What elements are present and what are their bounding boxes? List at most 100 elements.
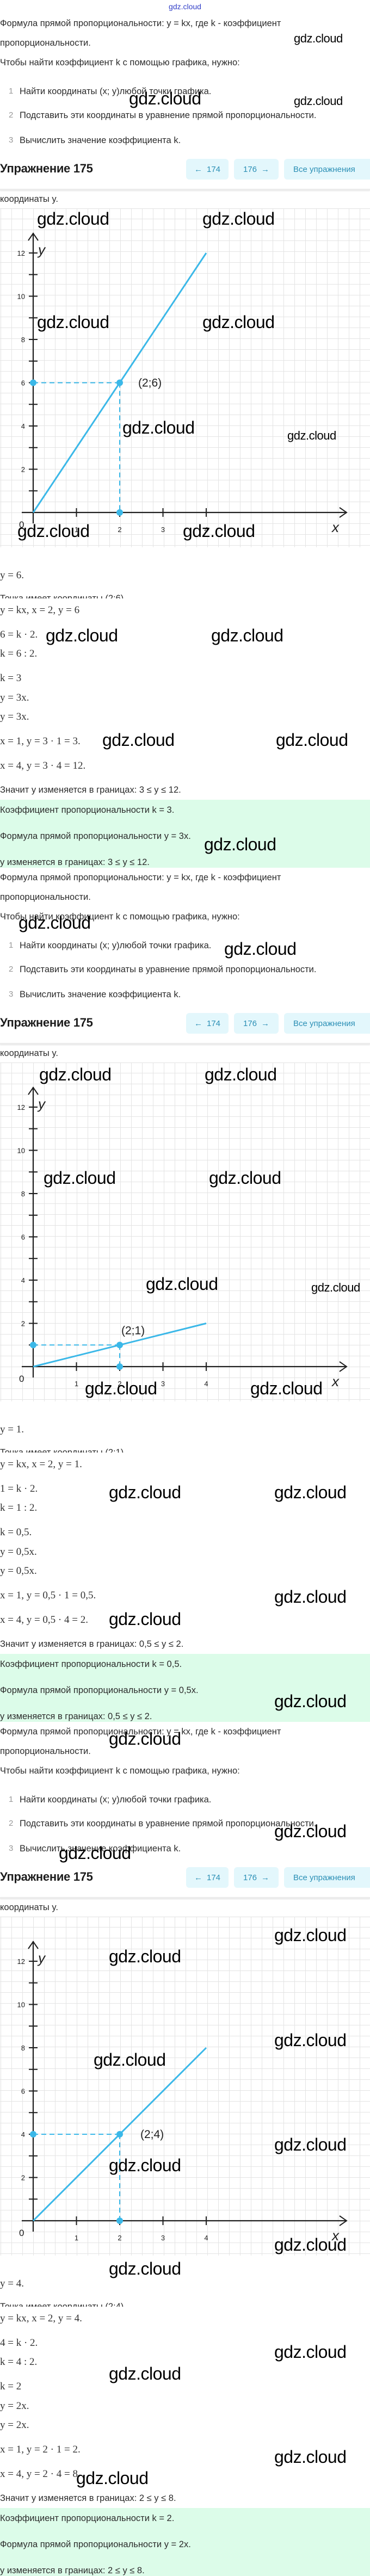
y-axis-label: y <box>37 1096 46 1112</box>
watermark: gdz.cloud <box>37 209 109 228</box>
work-line: y = 0,5x. <box>0 1546 37 1558</box>
list-number: 2 <box>9 110 14 120</box>
work-line: k = 2 <box>0 2381 22 2392</box>
x-tick-label: 1 <box>75 2234 78 2242</box>
x-projection-dot <box>116 2217 123 2224</box>
y-axis-label: y <box>37 242 46 258</box>
y-tick-label: 2 <box>21 1320 25 1328</box>
chart: 2 4 6 8 10 12 1 2 3 4 0 x y (2;4) <box>0 1917 370 2256</box>
answer-line: Формула прямой пропорциональности y = 3x… <box>0 831 191 841</box>
all-exercises-button[interactable]: Все упражнения <box>284 159 370 180</box>
prev-exercise-button[interactable]: ← 174 <box>186 159 229 180</box>
formula-text: Формула прямой пропорциональности: y = k… <box>0 873 281 882</box>
formula-text-cont: пропорциональности. <box>0 1746 91 1756</box>
list-number: 3 <box>9 135 14 145</box>
x-axis-arrow <box>339 507 348 518</box>
watermark: gdz.cloud <box>18 913 91 932</box>
watermark: gdz.cloud <box>274 2135 347 2154</box>
watermark: gdz.cloud <box>109 1482 181 1502</box>
site-link[interactable]: gdz.cloud <box>169 2 201 11</box>
list-number: 2 <box>9 1819 14 1828</box>
list-number: 3 <box>9 990 14 999</box>
x-axis-label: x <box>331 1373 340 1389</box>
answer-line: Формула прямой пропорциональности y = 0,… <box>0 1685 199 1695</box>
watermark: gdz.cloud <box>202 209 275 228</box>
arrow-left-icon: ← <box>194 164 202 174</box>
watermark: gdz.cloud <box>46 626 118 645</box>
all-exercises-button[interactable]: Все упражнения <box>284 1867 370 1888</box>
x-projection-dot <box>116 1363 123 1370</box>
watermark: gdz.cloud <box>250 1379 323 1398</box>
y-tick-label: 4 <box>21 1276 25 1284</box>
y-projection-dot <box>30 2131 36 2138</box>
data-point <box>116 379 123 386</box>
list-item: 1 Найти координаты (x; y)любой точки граф… <box>0 940 370 952</box>
watermark: gdz.cloud <box>209 1168 281 1188</box>
header-divider <box>0 1897 370 1899</box>
prev-label: 174 <box>206 164 221 174</box>
origin-label: 0 <box>19 2228 24 2238</box>
watermark: gdz.cloud <box>205 1065 277 1084</box>
prev-label: 174 <box>206 1873 221 1882</box>
x-axis-arrow <box>339 1361 348 1372</box>
work-line: 4 = k · 2. <box>0 2337 38 2349</box>
next-label: 176 <box>243 1873 257 1882</box>
list-text: Найти координаты (x; y)любой точки графи… <box>20 87 212 96</box>
watermark: gdz.cloud <box>122 418 195 437</box>
watermark: gdz.cloud <box>211 626 283 645</box>
watermark: gdz.cloud <box>76 2468 149 2488</box>
page-title: Упражнение 175 <box>0 1016 93 1029</box>
y-axis-arrow <box>28 1086 39 1095</box>
arrow-left-icon: ← <box>194 1018 202 1028</box>
chart: 2 4 6 8 10 12 1 2 3 4 0 x y (2;1) <box>0 1062 370 1401</box>
header-divider <box>0 189 370 190</box>
list-item: 2 Подставить эти координаты в уравнение п… <box>0 109 370 121</box>
work-line: y = 4. <box>0 2278 24 2289</box>
work-line: x = 1, y = 2 · 1 = 2. <box>0 2444 81 2455</box>
next-exercise-button[interactable]: 176 → <box>234 1867 279 1888</box>
page-title: Упражнение 175 <box>0 162 93 175</box>
prev-exercise-button[interactable]: ← 174 <box>186 1867 229 1888</box>
watermark: gdz.cloud <box>311 1281 360 1294</box>
all-exercises-button[interactable]: Все упражнения <box>284 1013 370 1034</box>
point-label: (2;4) <box>140 2128 164 2141</box>
y-tick-label: 10 <box>17 2001 25 2009</box>
list-item: 2 Подставить эти координаты в уравнение п… <box>0 963 370 975</box>
watermark: gdz.cloud <box>274 1482 347 1502</box>
watermark: gdz.cloud <box>294 94 343 108</box>
next-exercise-button[interactable]: 176 → <box>234 1013 279 1034</box>
next-exercise-button[interactable]: 176 → <box>234 159 279 180</box>
origin-label: 0 <box>19 1374 24 1384</box>
x-axis-arrow <box>339 2215 348 2226</box>
answer-box: Коэффициент пропорциональности k = 2. Фор… <box>0 2508 370 2576</box>
y-tick-label: 6 <box>21 2087 25 2096</box>
work-line: k = 1 : 2. <box>0 1502 38 1514</box>
answer-line: Коэффициент пропорциональности k = 0,5. <box>0 1659 182 1669</box>
data-point <box>116 1342 123 1349</box>
prev-label: 174 <box>206 1018 221 1028</box>
y-tick-label: 12 <box>17 1103 25 1111</box>
clipped-text-content: Точка имеет координаты (2;6) <box>0 594 124 598</box>
y-projection-dot <box>30 379 36 386</box>
list-number: 3 <box>9 1844 14 1853</box>
watermark: gdz.cloud <box>202 312 275 332</box>
y-tick-label: 6 <box>21 379 25 387</box>
watermark: gdz.cloud <box>39 1065 112 1084</box>
x-axis-label: x <box>331 2227 340 2244</box>
point-label: (2;6) <box>138 377 162 390</box>
summary-text: Значит y изменяется в границах: 3 ≤ y ≤ … <box>0 785 181 795</box>
point-label: (2;1) <box>121 1324 145 1337</box>
prev-exercise-button[interactable]: ← 174 <box>186 1013 229 1034</box>
clipped-text-content: Точка имеет координаты (2;1) <box>0 1448 124 1453</box>
origin-label: 0 <box>19 520 24 530</box>
clipped-text-content: Точка имеет координаты (2;4) <box>0 2302 124 2307</box>
watermark: gdz.cloud <box>274 1691 347 1711</box>
watermark: gdz.cloud <box>224 939 297 959</box>
watermark: gdz.cloud <box>204 835 276 854</box>
work-line: x = 4, y = 2 · 4 = 8. <box>0 2468 81 2480</box>
work-line: k = 6 : 2. <box>0 648 38 659</box>
summary-text: Значит y изменяется в границах: 2 ≤ y ≤ … <box>0 2493 176 2503</box>
work-line: y = 3x. <box>0 692 29 703</box>
